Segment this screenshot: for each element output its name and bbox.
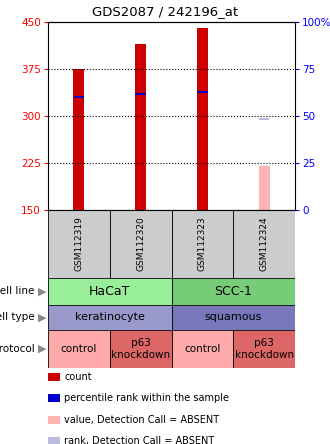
Text: p63
knockdown: p63 knockdown: [235, 338, 294, 360]
Bar: [233, 210, 295, 278]
Bar: [197, 91, 208, 93]
Bar: [259, 118, 269, 120]
Bar: [74, 96, 84, 98]
Bar: [172, 305, 295, 330]
Text: ▶: ▶: [38, 313, 46, 322]
Bar: [48, 210, 110, 278]
Text: p63
knockdown: p63 knockdown: [111, 338, 170, 360]
Bar: [172, 210, 233, 278]
Text: keratinocyte: keratinocyte: [75, 313, 145, 322]
Text: control: control: [184, 344, 220, 354]
Bar: [135, 44, 146, 210]
Bar: [73, 69, 84, 210]
Text: GDS2087 / 242196_at: GDS2087 / 242196_at: [92, 5, 238, 18]
Text: count: count: [64, 372, 92, 382]
Bar: [110, 210, 172, 278]
Text: GSM112323: GSM112323: [198, 217, 207, 271]
Bar: [233, 330, 295, 368]
Bar: [48, 305, 172, 330]
Text: squamous: squamous: [205, 313, 262, 322]
Text: GSM112320: GSM112320: [136, 217, 145, 271]
Text: ▶: ▶: [38, 286, 46, 297]
Text: rank, Detection Call = ABSENT: rank, Detection Call = ABSENT: [64, 436, 215, 444]
Text: cell type: cell type: [0, 313, 35, 322]
Bar: [48, 330, 110, 368]
Text: cell line: cell line: [0, 286, 35, 297]
Bar: [135, 93, 146, 95]
Bar: [172, 330, 233, 368]
Bar: [172, 278, 295, 305]
Text: control: control: [61, 344, 97, 354]
Bar: [259, 166, 270, 210]
Text: HaCaT: HaCaT: [89, 285, 130, 298]
Text: ▶: ▶: [38, 344, 46, 354]
Bar: [48, 278, 172, 305]
Text: GSM112324: GSM112324: [260, 217, 269, 271]
Text: percentile rank within the sample: percentile rank within the sample: [64, 393, 229, 403]
Text: protocol: protocol: [0, 344, 35, 354]
Text: value, Detection Call = ABSENT: value, Detection Call = ABSENT: [64, 415, 220, 424]
Text: SCC-1: SCC-1: [214, 285, 252, 298]
Bar: [197, 28, 208, 210]
Text: GSM112319: GSM112319: [74, 217, 83, 271]
Bar: [110, 330, 172, 368]
